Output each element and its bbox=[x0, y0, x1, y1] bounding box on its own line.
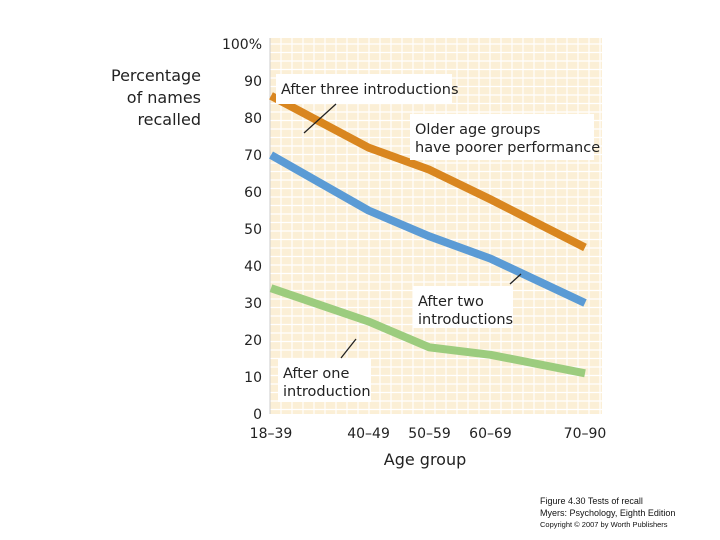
annotation-text: Older age groups bbox=[415, 122, 540, 138]
annotation-text: After one bbox=[283, 366, 349, 382]
y-tick-label: 50 bbox=[244, 222, 262, 238]
y-axis-label-line: of names bbox=[127, 88, 201, 107]
y-tick-label: 10 bbox=[244, 370, 262, 386]
y-axis-label: Percentage of names recalled bbox=[111, 66, 201, 129]
annotation-text: After two bbox=[418, 294, 484, 310]
series-lines bbox=[269, 92, 587, 378]
figure-caption-title: Figure 4.30 Tests of recall bbox=[540, 496, 643, 506]
annotation-leader bbox=[303, 103, 337, 134]
annotation-leader bbox=[509, 273, 522, 285]
annotation-box bbox=[276, 74, 452, 104]
x-axis-label: Age group bbox=[384, 450, 467, 469]
x-tick-labels: 18–39 40–49 50–59 60–69 70–90 bbox=[250, 426, 607, 442]
y-tick-label: 80 bbox=[244, 111, 262, 127]
x-tick-label: 18–39 bbox=[250, 426, 293, 442]
annotation-text: have poorer performance bbox=[415, 140, 600, 156]
x-tick-label: 40–49 bbox=[347, 426, 390, 442]
y-tick-labels: 0 10 20 30 40 50 60 70 80 90 100% bbox=[222, 37, 262, 423]
annotation-one-introduction: After one introduction bbox=[278, 338, 371, 402]
annotation-text: introduction bbox=[283, 384, 371, 400]
y-tick-label: 60 bbox=[244, 185, 262, 201]
annotation-older-age-groups: Older age groups have poorer performance bbox=[410, 114, 600, 160]
x-tick-label: 60–69 bbox=[469, 426, 512, 442]
y-axis-label-line: Percentage bbox=[111, 66, 201, 85]
figure-caption-book: Myers: Psychology, Eighth Edition bbox=[540, 508, 676, 518]
y-axis-label-line: recalled bbox=[137, 110, 201, 129]
figure-caption-copyright: Copyright © 2007 by Worth Publishers bbox=[540, 520, 668, 529]
y-tick-label: 40 bbox=[244, 259, 262, 275]
annotation-two-introductions: After two introductions bbox=[413, 273, 522, 328]
annotation-box bbox=[413, 286, 513, 328]
annotations: After three introductions Older age group… bbox=[276, 74, 600, 402]
y-tick-label: 30 bbox=[244, 296, 262, 312]
annotation-leader bbox=[340, 338, 357, 359]
annotation-text: After three introductions bbox=[281, 82, 459, 98]
y-tick-label: 70 bbox=[244, 148, 262, 164]
annotation-text: introductions bbox=[418, 312, 513, 328]
x-tick-label: 50–59 bbox=[408, 426, 451, 442]
annotation-three-introductions: After three introductions bbox=[276, 74, 459, 134]
y-tick-label: 0 bbox=[253, 407, 262, 423]
y-tick-label: 90 bbox=[244, 74, 262, 90]
x-tick-label: 70–90 bbox=[564, 426, 607, 442]
annotation-box bbox=[278, 358, 371, 402]
y-tick-label: 100% bbox=[222, 37, 262, 53]
annotation-box bbox=[410, 114, 594, 160]
y-tick-label: 20 bbox=[244, 333, 262, 349]
